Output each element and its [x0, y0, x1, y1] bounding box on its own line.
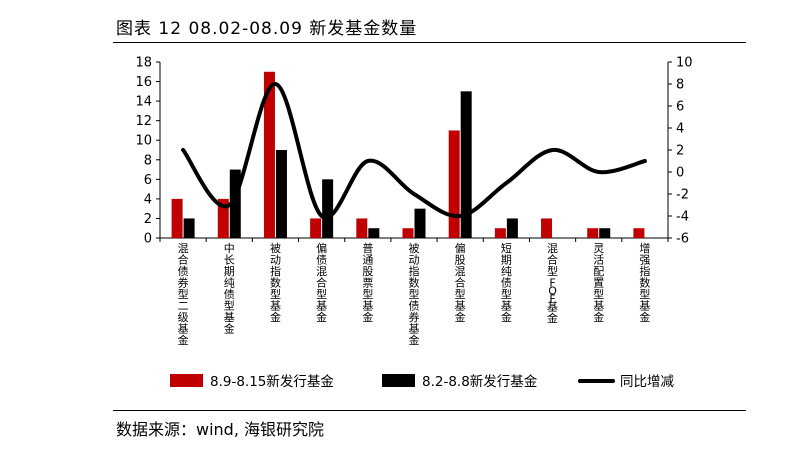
right-tick-label: -2 — [676, 188, 689, 203]
right-tick-label: -4 — [676, 210, 689, 225]
bar-2-6 — [414, 208, 426, 238]
bar-1-2 — [217, 198, 229, 238]
left-tick-label: 18 — [135, 56, 152, 71]
left-tick-label: 16 — [135, 75, 152, 90]
left-tick-label: 10 — [135, 134, 152, 149]
bar-2-10 — [599, 228, 611, 238]
right-tick-label: 0 — [676, 166, 684, 181]
bars — [171, 71, 645, 239]
left-tick-label: 6 — [144, 173, 152, 188]
bar-2-1 — [183, 218, 195, 238]
line-series — [181, 82, 647, 220]
legend-label: 8.9-8.15新发行基金 — [210, 373, 334, 390]
left-tick-label: 14 — [135, 95, 152, 110]
top-rule — [113, 42, 746, 43]
category-labels: 混合债券型二级基金 中长期纯债型基金 被动指数型基金 偏债混合型基金 普通股票型基金 被动… — [178, 241, 651, 347]
category-label-9: 混合型 F O F 基金 — [547, 242, 558, 325]
legend-item-3: 同比增减 — [578, 374, 674, 390]
category-label-11: 增强指数型基金 — [639, 241, 650, 324]
bar-2-7 — [460, 91, 472, 238]
right-axis: -6 -4 -2 0 2 4 6 8 10 — [667, 56, 693, 247]
legend-item-2: 8.2-8.8新发行基金 — [382, 373, 538, 390]
category-label-6: 被动指数型债券基金 — [409, 242, 420, 347]
left-tick-label: 8 — [144, 153, 152, 168]
bar-2-2 — [229, 169, 241, 238]
right-tick-label: 10 — [676, 56, 693, 71]
bar-2-5 — [368, 228, 380, 238]
yoy-change-line — [181, 82, 647, 220]
bottom-rule — [113, 410, 746, 411]
category-label-8: 短期纯债型基金 — [501, 241, 512, 324]
bar-1-6 — [402, 228, 414, 238]
left-tick-label: 2 — [144, 212, 152, 227]
bar-1-4 — [310, 218, 322, 238]
category-label-1: 混合债券型二级基金 — [178, 242, 189, 347]
category-label-5: 普通股票型基金 — [362, 241, 373, 324]
legend-swatch — [382, 374, 415, 387]
bar-1-1 — [171, 198, 183, 238]
legend-label: 同比增减 — [620, 374, 674, 390]
bar-1-8 — [494, 228, 506, 238]
right-tick-label: 4 — [676, 122, 684, 137]
bar-1-5 — [356, 218, 368, 238]
source-note: 数据来源：wind, 海银研究院 — [116, 420, 325, 439]
left-tick-label: 0 — [144, 232, 152, 247]
left-axis: 0 2 4 6 8 10 12 14 16 18 — [135, 56, 669, 247]
legend-label: 8.2-8.8新发行基金 — [422, 373, 538, 390]
category-label-4: 偏债混合型基金 — [316, 241, 327, 324]
legend-item-1: 8.9-8.15新发行基金 — [170, 373, 334, 390]
bar-2-8 — [506, 218, 518, 238]
category-label-3: 被动指数型基金 — [270, 242, 281, 324]
left-tick-label: 12 — [135, 114, 152, 129]
bar-1-3 — [263, 71, 275, 239]
category-label-7: 偏股混合型基金 — [455, 241, 466, 324]
bar-1-11 — [633, 228, 645, 238]
bar-1-7 — [448, 130, 460, 238]
right-tick-label: -6 — [676, 232, 689, 247]
category-label-2: 中长期纯债型基金 — [224, 242, 235, 336]
right-tick-label: 8 — [676, 78, 684, 93]
bar-2-4 — [322, 179, 334, 238]
legend: 8.9-8.15新发行基金 8.2-8.8新发行基金 同比增减 — [170, 373, 674, 390]
left-tick-label: 4 — [144, 192, 152, 207]
bar-1-10 — [587, 228, 599, 238]
bar-2-3 — [275, 150, 287, 238]
category-label-10: 灵活配置型基金 — [593, 242, 604, 324]
figure-title: 图表 12 08.02-08.09 新发基金数量 — [116, 19, 418, 39]
bar-1-9 — [541, 218, 553, 238]
right-tick-label: 6 — [676, 100, 684, 115]
legend-swatch — [170, 374, 203, 387]
right-tick-label: 2 — [676, 144, 684, 159]
